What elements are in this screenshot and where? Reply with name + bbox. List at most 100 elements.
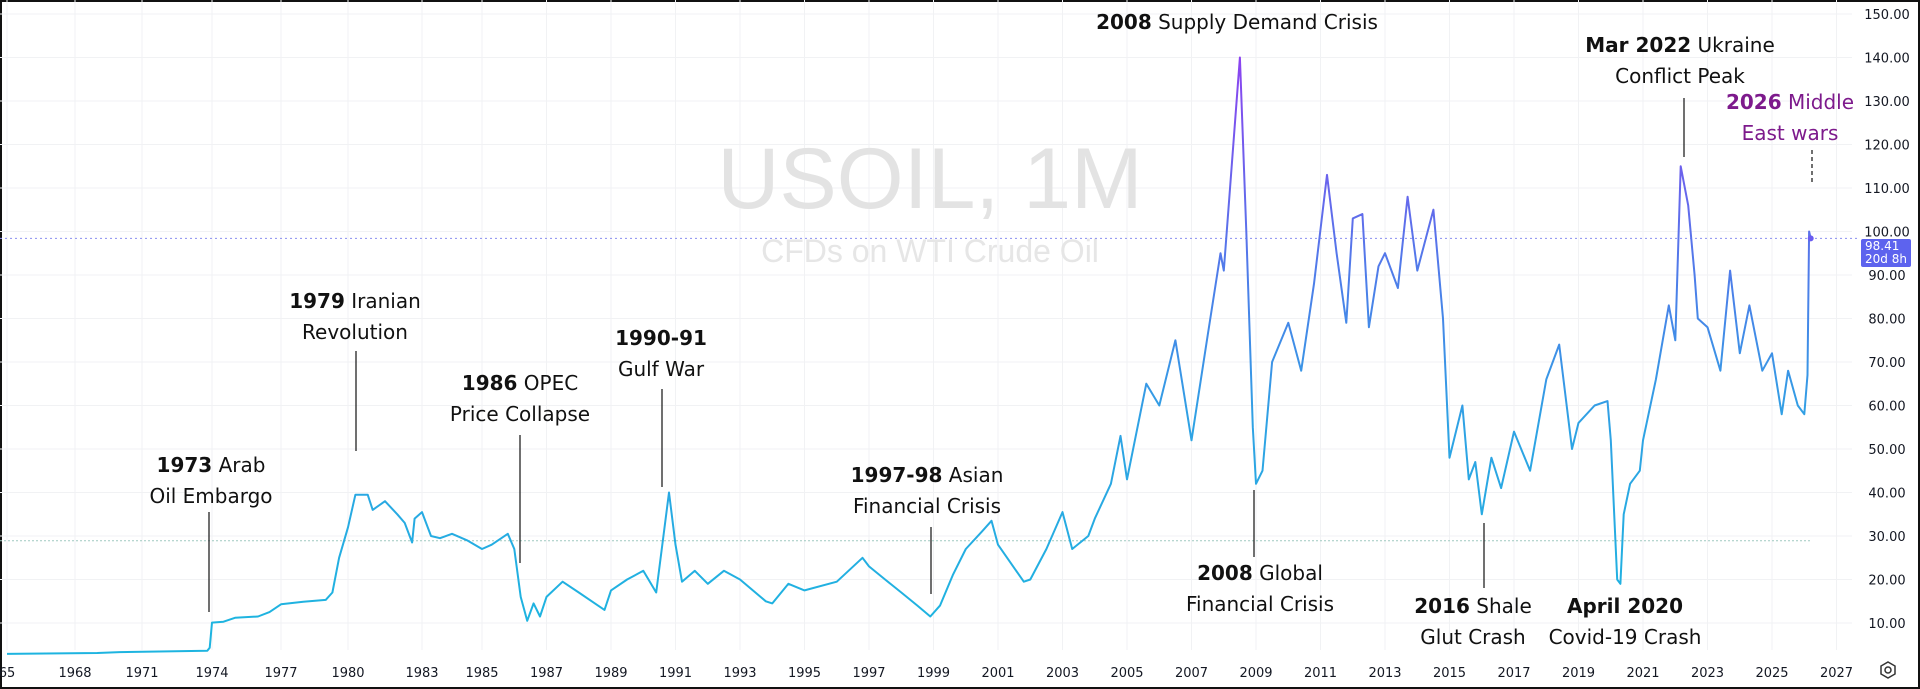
- x-tick-label: 1993: [723, 666, 756, 681]
- annotation-global-financial: 2008 Global Financial Crisis: [1186, 558, 1334, 620]
- annotation-arab-embargo: 1973 Arab Oil Embargo: [149, 450, 272, 512]
- y-tick-label: 110.00: [1864, 182, 1910, 197]
- annotation-text: Middle: [1781, 90, 1855, 114]
- x-tick-label: 2003: [1046, 666, 1079, 681]
- annotation-line1: 1986 OPEC: [450, 368, 590, 399]
- annotation-line1: April 2020: [1549, 591, 1702, 622]
- x-tick-label: 2013: [1368, 666, 1401, 681]
- price-line: [6, 56, 1812, 655]
- annotation-covid: April 2020 Covid-19 Crash: [1549, 591, 1702, 653]
- x-tick-label: 2027: [1820, 666, 1853, 681]
- x-tick-label: 2023: [1691, 666, 1724, 681]
- annotation-asian-crisis: 1997-98 Asian Financial Crisis: [851, 460, 1004, 522]
- annotation-line1: 2016 Shale: [1414, 591, 1532, 622]
- annotation-ukraine: Mar 2022 Ukraine Conflict Peak: [1585, 30, 1774, 92]
- annotation-iranian-revolution: 1979 Iranian Revolution: [289, 286, 421, 348]
- annotation-text: Supply Demand Crisis: [1151, 10, 1378, 34]
- x-tick-label: 1985: [465, 666, 498, 681]
- annotation-line2: Oil Embargo: [149, 484, 273, 508]
- y-tick-label: 80.00: [1868, 313, 1905, 328]
- x-tick-label: 2011: [1304, 666, 1337, 681]
- x-tick-label: 1971: [125, 666, 158, 681]
- annotation-line2: Glut Crash: [1420, 625, 1526, 649]
- y-tick-label: 60.00: [1868, 400, 1905, 415]
- annotation-line1: Mar 2022 Ukraine: [1585, 30, 1774, 61]
- x-tick-label: 1999: [917, 666, 950, 681]
- annotation-date: 1990-91: [615, 326, 707, 350]
- x-tick-label: 2007: [1175, 666, 1208, 681]
- settings-icon[interactable]: [1878, 660, 1898, 680]
- x-tick-label: 1997: [852, 666, 885, 681]
- annotation-date: 2008: [1197, 561, 1253, 585]
- current-price-tag: 98.41 20d 8h: [1861, 239, 1911, 267]
- watermark-description: CFDs on WTI Crude Oil: [761, 233, 1099, 269]
- y-axis[interactable]: 10.00 20.00 30.00 40.00 50.00 60.00 70.00 80.00…: [1864, 8, 1910, 632]
- annotation-line2: Price Collapse: [449, 402, 591, 426]
- annotation-line1: 1979 Iranian: [289, 286, 421, 317]
- x-tick-label: 2019: [1562, 666, 1595, 681]
- y-tick-label: 130.00: [1864, 95, 1910, 110]
- y-tick-label: 150.00: [1864, 8, 1910, 23]
- x-tick-label: 2015: [1433, 666, 1466, 681]
- annotation-supply-demand: 2008 Supply Demand Crisis: [1096, 7, 1378, 38]
- x-tick-label: 1989: [594, 666, 627, 681]
- current-price-value: 98.41: [1865, 239, 1900, 253]
- annotation-date: 2008: [1096, 10, 1152, 34]
- y-tick-label: 10.00: [1868, 617, 1905, 632]
- annotation-line2: Gulf War: [617, 357, 705, 381]
- y-tick-label: 100.00: [1864, 226, 1910, 241]
- annotation-date: 1986: [461, 371, 518, 395]
- annotation-date: 2016: [1414, 594, 1470, 618]
- x-tick-label: 65: [0, 666, 15, 681]
- x-tick-label: 2001: [981, 666, 1014, 681]
- annotation-line1: 1990-91: [615, 323, 707, 354]
- annotation-middle-east: 2026 Middle East wars: [1726, 87, 1854, 149]
- annotation-line2: Financial Crisis: [852, 494, 1002, 518]
- grid: [0, 0, 1852, 650]
- annotation-line1: 1973 Arab: [149, 450, 272, 481]
- x-tick-label: 2025: [1755, 666, 1788, 681]
- x-tick-label: 2021: [1626, 666, 1659, 681]
- annotation-opec-collapse: 1986 OPEC Price Collapse: [450, 368, 590, 430]
- x-tick-label: 1987: [530, 666, 563, 681]
- x-tick-label: 1974: [195, 666, 228, 681]
- annotation-text: Asian: [942, 463, 1004, 487]
- annotation-leaders: [208, 98, 1813, 612]
- y-tick-label: 90.00: [1868, 269, 1905, 284]
- annotation-line2: Conflict Peak: [1615, 64, 1745, 88]
- annotation-line1: 1997-98 Asian: [851, 460, 1004, 491]
- y-tick-label: 30.00: [1868, 530, 1905, 545]
- annotation-text: OPEC: [517, 371, 579, 395]
- x-tick-label: 1995: [788, 666, 821, 681]
- annotation-line2: Revolution: [302, 320, 408, 344]
- y-tick-label: 120.00: [1864, 139, 1910, 154]
- annotation-date: Mar 2022: [1585, 33, 1692, 57]
- annotation-line2: East wars: [1741, 121, 1839, 145]
- annotation-date: 2026: [1725, 90, 1782, 114]
- x-tick-label: 1983: [405, 666, 438, 681]
- annotation-text: Shale: [1469, 594, 1532, 618]
- annotation-text: Iranian: [344, 289, 421, 313]
- annotation-date: April 2020: [1566, 594, 1683, 618]
- x-tick-label: 1980: [331, 666, 364, 681]
- y-tick-label: 20.00: [1868, 574, 1905, 589]
- x-tick-label: 1977: [264, 666, 297, 681]
- annotation-line2: Financial Crisis: [1185, 592, 1335, 616]
- annotation-text: Arab: [212, 453, 266, 477]
- x-tick-label: 1991: [659, 666, 692, 681]
- x-tick-label: 2005: [1110, 666, 1143, 681]
- x-tick-label: 2009: [1239, 666, 1272, 681]
- x-axis[interactable]: 65 1968 1971 1974 1977 1980 1983 1985 1987 1989 19…: [0, 666, 1853, 681]
- y-tick-label: 140.00: [1864, 52, 1910, 67]
- annotation-shale-glut: 2016 Shale Glut Crash: [1414, 591, 1532, 653]
- annotation-line2: Covid-19 Crash: [1548, 625, 1702, 649]
- x-tick-label: 1968: [58, 666, 91, 681]
- last-price-marker: [1807, 235, 1814, 242]
- annotation-date: 1979: [289, 289, 345, 313]
- y-tick-label: 40.00: [1868, 487, 1905, 502]
- annotation-gulf-war: 1990-91 Gulf War: [615, 323, 707, 385]
- watermark-symbol: USOIL, 1M: [717, 131, 1142, 227]
- bar-countdown: 20d 8h: [1865, 252, 1907, 266]
